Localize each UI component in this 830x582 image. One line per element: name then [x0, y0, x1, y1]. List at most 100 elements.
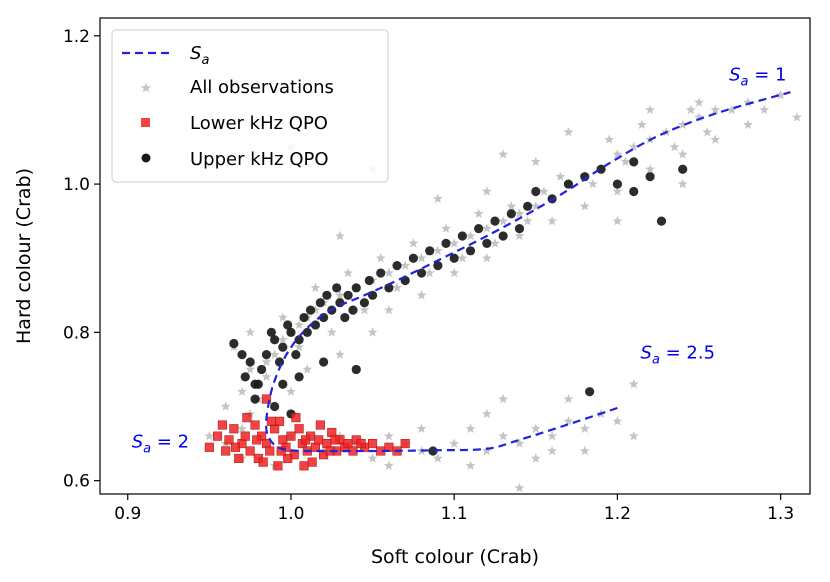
all-observations-point [326, 327, 337, 337]
upper-khz-qpo-point [274, 357, 285, 367]
lower-khz-qpo-point [291, 413, 301, 423]
all-observations-point [449, 238, 460, 248]
lower-khz-qpo-point [204, 442, 214, 452]
x-tick-label: 1.3 [767, 504, 794, 524]
all-observations-point [408, 238, 419, 248]
all-observations-point [286, 386, 296, 396]
all-observations-point [514, 230, 525, 241]
upper-khz-qpo-point [428, 446, 438, 456]
upper-khz-qpo-point [343, 290, 353, 300]
all-observations-point [261, 371, 272, 382]
all-observations-point [310, 304, 321, 315]
lower-khz-qpo-point [274, 416, 285, 426]
lower-khz-qpo-point [242, 413, 252, 423]
upper-khz-qpo-point [523, 201, 533, 211]
all-observations-point [481, 223, 492, 233]
upper-khz-qpo-point [229, 338, 239, 349]
legend-star-icon [140, 82, 152, 93]
upper-khz-qpo-point [678, 164, 688, 174]
all-observations-point [498, 149, 509, 159]
lower-khz-qpo-point [221, 446, 231, 456]
legend-box [111, 29, 389, 183]
upper-khz-qpo-point [299, 312, 309, 323]
all-observations-point [555, 171, 566, 181]
axes-frame [99, 17, 811, 495]
all-observations-point [261, 356, 272, 367]
all-observations-point [563, 126, 574, 137]
sa-curve-line [264, 91, 791, 453]
all-observations-point [579, 423, 590, 433]
all-observations-point [416, 253, 427, 263]
lower-khz-qpo-point [315, 420, 325, 430]
all-observations-point [612, 215, 623, 226]
legend: Sa All observations Lower kHz QPO Upper … [111, 29, 389, 183]
legend-label-all-observations: All observations [190, 77, 334, 98]
all-observations-point [245, 327, 256, 337]
upper-khz-qpo-point [283, 320, 293, 330]
all-observations-point [237, 386, 247, 396]
all-observations-point [612, 149, 623, 159]
upper-khz-qpo-point [278, 342, 288, 352]
all-observations-point [514, 482, 525, 493]
lower-khz-qpo-point [356, 439, 366, 449]
y-tick-label: 1.2 [63, 27, 90, 47]
lower-khz-qpo-point [307, 457, 317, 467]
all-observations-point [743, 97, 753, 107]
upper-khz-qpo-point [364, 275, 374, 286]
all-observations-point [710, 104, 721, 115]
all-observations-point [612, 416, 623, 426]
upper-khz-qpo-point [656, 216, 667, 226]
upper-khz-qpo-point [322, 290, 332, 300]
lower-khz-qpo-point [217, 420, 227, 430]
lower-khz-qpo-point [229, 424, 239, 434]
lower-khz-qpo-point [245, 446, 255, 456]
all-observations-point [432, 245, 443, 256]
all-observations-point [547, 430, 558, 441]
all-observations-point [604, 134, 615, 144]
lower-khz-qpo-point [314, 435, 324, 445]
all-observations-point [457, 253, 468, 263]
y-tick-label: 1.0 [63, 175, 90, 195]
upper-khz-qpo-points [229, 157, 688, 456]
all-observations-point [547, 215, 558, 226]
upper-khz-qpo-point [645, 172, 655, 182]
upper-khz-qpo-point [449, 253, 459, 263]
upper-khz-qpo-point [240, 372, 250, 382]
all-observations-point [587, 178, 598, 189]
all-observations-point [628, 430, 639, 441]
all-observations-point [220, 401, 231, 411]
all-observations-point [294, 342, 305, 352]
all-observations-point [302, 364, 313, 374]
legend-circle-icon [141, 153, 151, 163]
legend-square-icon [141, 118, 150, 127]
all-observations-point [579, 201, 590, 211]
all-observations-point [514, 208, 525, 218]
all-observations-point [383, 430, 394, 441]
upper-khz-qpo-point [376, 268, 386, 278]
all-observations-point [449, 438, 460, 448]
all-observations-point [743, 119, 753, 129]
upper-khz-qpo-point [245, 357, 255, 367]
all-observations-point [694, 112, 704, 122]
upper-khz-qpo-point [612, 179, 623, 189]
upper-khz-qpo-point [315, 298, 325, 308]
all-observations-point [481, 445, 492, 456]
upper-khz-qpo-point [261, 350, 272, 360]
upper-khz-qpo-point [474, 223, 484, 234]
all-observations-point [506, 201, 517, 211]
upper-khz-qpo-point [629, 157, 639, 167]
upper-khz-qpo-point [384, 283, 394, 293]
upper-khz-qpo-point [237, 350, 247, 360]
upper-khz-qpo-point [351, 283, 361, 293]
upper-khz-qpo-point [332, 283, 342, 293]
all-observations-point [383, 267, 394, 278]
all-observations-point [334, 290, 345, 300]
x-axis-ticks: 0.9 1.0 1.1 1.2 1.3 [114, 494, 794, 524]
y-axis-label: Hard colour (Crab) [13, 168, 35, 344]
all-observations-point [441, 223, 451, 233]
lower-khz-qpo-point [212, 431, 223, 441]
legend-label-upper-khz-qpo: Upper kHz QPO [190, 149, 329, 170]
all-observations-point [579, 445, 590, 456]
lower-khz-qpo-point [265, 446, 275, 456]
all-observations-point [669, 141, 680, 152]
